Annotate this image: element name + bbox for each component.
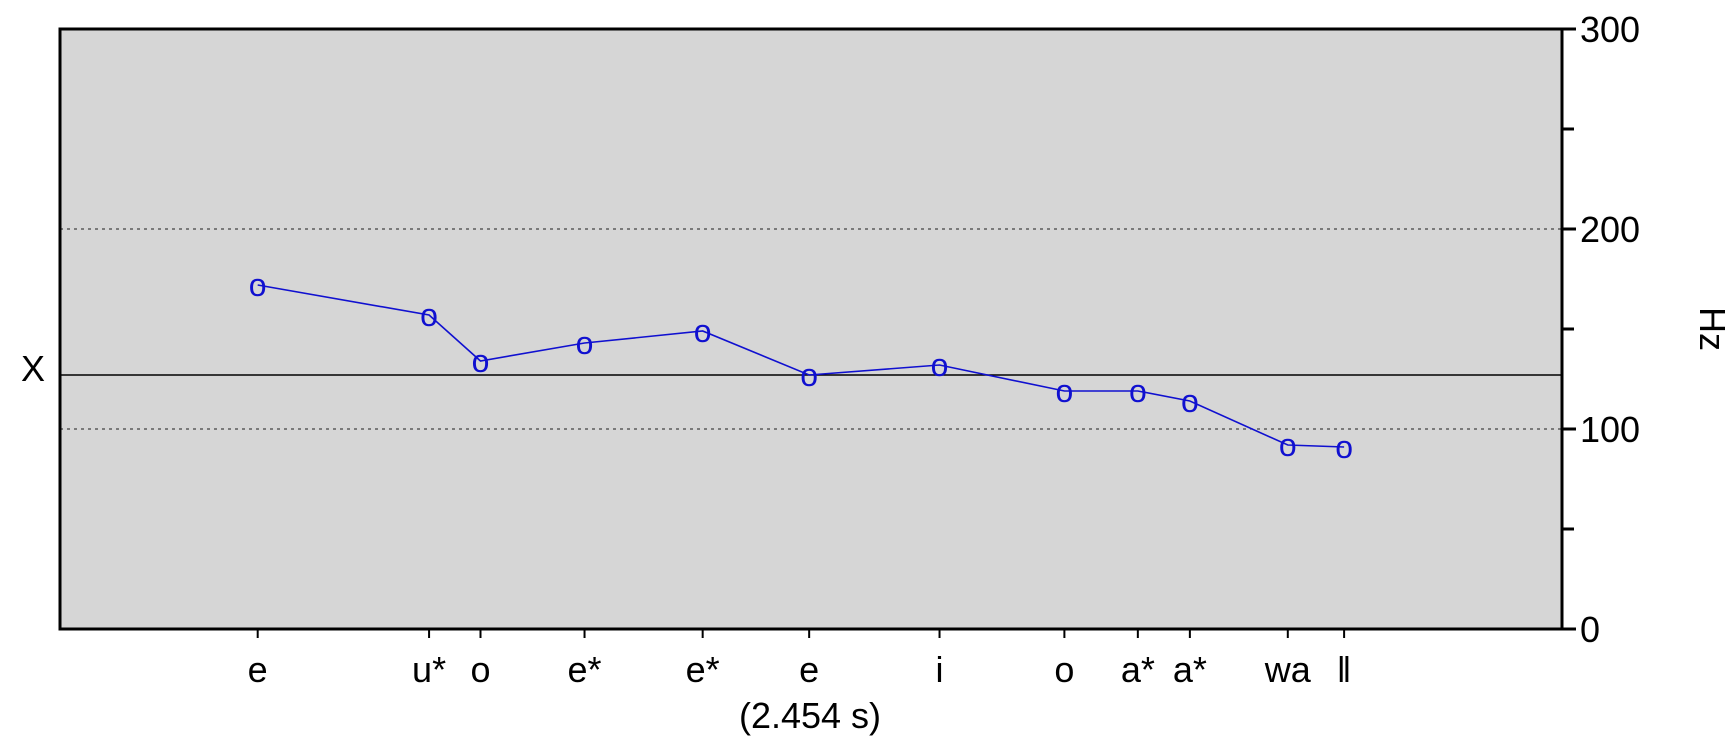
data-point: o — [1181, 383, 1199, 419]
x-category-label: ǁ — [1337, 649, 1352, 690]
x-category-label: o — [470, 649, 490, 690]
x-category-labels: e u* o e* e* e i o a* a* wa ǁ — [248, 629, 1352, 690]
x-category-label: o — [1054, 649, 1074, 690]
data-point: o — [420, 297, 438, 333]
pitch-series: ooo o oo oo o oo o — [249, 267, 1353, 465]
data-point: o — [249, 267, 267, 303]
data-point: o — [576, 325, 594, 361]
y-tick-label: 300 — [1580, 9, 1640, 50]
x-category-label: wa — [1264, 649, 1312, 690]
x-category-label: i — [936, 649, 944, 690]
x-category-label: e* — [568, 649, 602, 690]
series-line — [257, 284, 1345, 448]
reference-label: X — [21, 348, 45, 389]
data-point: o — [472, 343, 490, 379]
y-tick-label: 100 — [1580, 409, 1640, 450]
y-tick-label: 0 — [1580, 609, 1600, 650]
plot-area — [60, 29, 1562, 629]
x-category-label: a* — [1121, 649, 1155, 690]
right-y-axis: 0 100 200 300 — [1562, 9, 1640, 650]
data-point: o — [800, 357, 818, 393]
x-category-label: e — [799, 649, 819, 690]
data-point: o — [1055, 373, 1073, 409]
x-category-label: e* — [686, 649, 720, 690]
data-point: o — [1335, 429, 1353, 465]
y-axis-label: Hz — [1692, 307, 1733, 351]
data-point: o — [931, 347, 949, 383]
data-point: o — [1279, 427, 1297, 463]
x-category-label: a* — [1173, 649, 1207, 690]
duration-label: (2.454 s) — [739, 695, 881, 736]
data-point: o — [694, 313, 712, 349]
y-tick-label: 200 — [1580, 209, 1640, 250]
x-category-label: e — [248, 649, 268, 690]
data-point: o — [1129, 373, 1147, 409]
x-category-label: u* — [412, 649, 446, 690]
